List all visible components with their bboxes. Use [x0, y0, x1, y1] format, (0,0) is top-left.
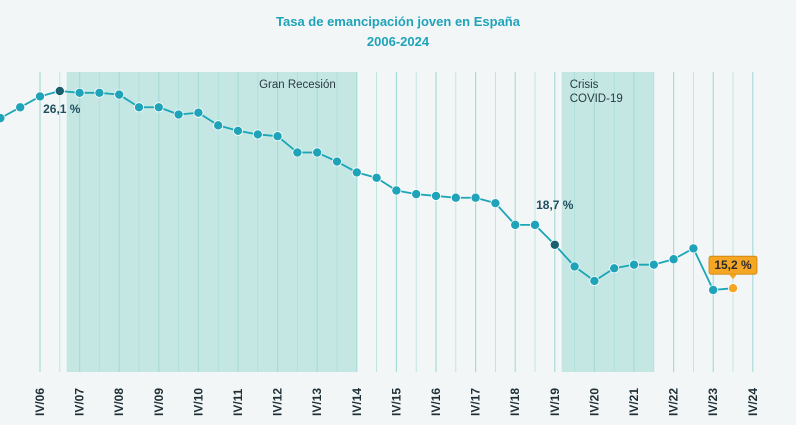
x-tick-label: IV/22: [667, 388, 681, 416]
x-tick-label: IV/15: [389, 388, 403, 416]
data-point: [0, 113, 6, 124]
data-point: [589, 275, 600, 286]
data-point: [35, 91, 46, 102]
data-label: 26,1 %: [43, 102, 81, 116]
data-point: [252, 129, 263, 140]
x-tick-label: IV/23: [706, 388, 720, 416]
data-point: [173, 109, 184, 120]
data-point: [371, 172, 382, 183]
shaded-period-1: [561, 72, 654, 372]
x-tick-label: IV/24: [746, 388, 760, 416]
callout: 15,2 %: [708, 255, 758, 280]
chart-subtitle: 2006-2024: [366, 34, 430, 49]
x-tick-label: IV/12: [271, 388, 285, 416]
data-point: [668, 254, 679, 265]
shaded-period-label: COVID-19: [570, 93, 623, 105]
x-tick-label: IV/20: [587, 388, 601, 416]
data-point: [312, 147, 323, 158]
callout-pointer: [729, 274, 737, 280]
x-tick-label: IV/19: [548, 388, 562, 416]
highlight-point: [728, 283, 739, 294]
shaded-period-label: Crisis: [570, 79, 599, 91]
x-tick-label: IV/10: [191, 388, 205, 416]
data-point: [411, 189, 422, 200]
x-tick-label: IV/08: [112, 388, 126, 416]
data-point: [490, 198, 501, 209]
data-label: 18,7 %: [536, 198, 574, 212]
x-tick-label: IV/11: [231, 388, 245, 416]
x-tick-label: IV/17: [469, 388, 483, 416]
shaded-period-0: [66, 72, 357, 372]
data-point: [648, 259, 659, 270]
highlight-point: [549, 239, 560, 250]
data-point: [609, 263, 620, 274]
data-point: [133, 102, 144, 113]
x-tick-label: IV/07: [73, 388, 87, 416]
x-tick-label: IV/13: [310, 388, 324, 416]
data-point: [470, 192, 481, 203]
x-tick-label: IV/16: [429, 388, 443, 416]
data-point: [331, 156, 342, 167]
data-point: [569, 261, 580, 272]
data-point: [232, 125, 243, 136]
chart-title: Tasa de emancipación joven en España: [276, 14, 520, 29]
highlight-point: [54, 86, 65, 97]
data-point: [391, 185, 402, 196]
x-tick-label: IV/09: [152, 388, 166, 416]
data-point: [688, 243, 699, 254]
data-point: [213, 120, 224, 131]
data-point: [74, 87, 85, 98]
data-label: 15,2 %: [714, 258, 752, 272]
data-point: [292, 147, 303, 158]
data-point: [450, 192, 461, 203]
data-point: [629, 259, 640, 270]
data-point: [272, 131, 283, 142]
data-point: [193, 107, 204, 118]
x-tick-label: IV/06: [33, 388, 47, 416]
x-tick-label: IV/18: [508, 388, 522, 416]
data-point: [114, 89, 125, 100]
x-tick-label: IV/21: [627, 388, 641, 416]
data-point: [530, 219, 541, 230]
data-point: [153, 102, 164, 113]
shaded-period-label: Gran Recesión: [259, 79, 336, 91]
data-point: [94, 87, 105, 98]
data-point: [708, 284, 719, 295]
data-point: [15, 102, 26, 113]
data-point: [510, 219, 521, 230]
data-point: [430, 190, 441, 201]
data-point: [351, 167, 362, 178]
x-tick-label: IV/14: [350, 388, 364, 416]
